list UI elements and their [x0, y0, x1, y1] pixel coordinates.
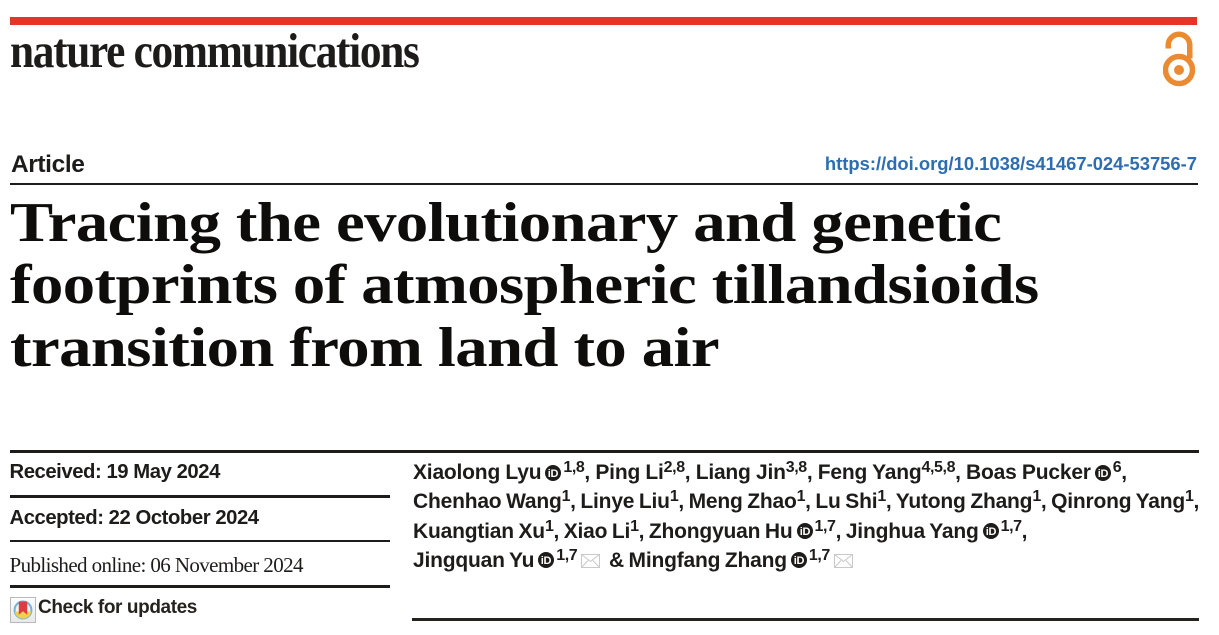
svg-text:iD: iD	[1097, 467, 1108, 479]
svg-text:iD: iD	[548, 467, 559, 479]
svg-text:iD: iD	[985, 526, 996, 538]
svg-text:iD: iD	[799, 526, 810, 538]
svg-text:iD: iD	[794, 555, 805, 567]
svg-text:iD: iD	[541, 555, 552, 567]
